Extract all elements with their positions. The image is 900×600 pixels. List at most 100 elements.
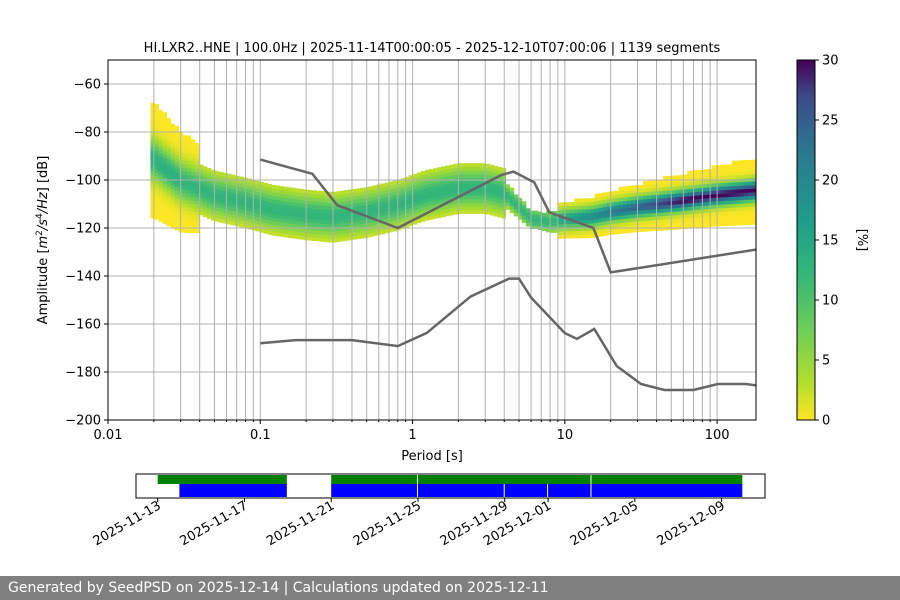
heatmap-cell [647,227,652,232]
heatmap-cell [582,201,587,206]
heatmap-cell [202,184,208,189]
heatmap-cell [227,217,232,221]
heatmap-cell [703,216,708,221]
heatmap-cell [170,148,176,153]
heatmap-column [598,193,603,237]
heatmap-cell [215,174,220,179]
heatmap-cell [671,179,676,184]
heatmap-cell [271,220,276,225]
heatmap-cell [493,183,499,188]
heatmap-cell [590,201,595,206]
heatmap-cell [614,212,620,217]
heatmap-cell [336,220,341,224]
heatmap-cell [618,208,624,213]
heatmap-column [578,198,583,239]
heatmap-cell [352,188,357,193]
heatmap-cell [215,214,220,219]
heatmap-cell [538,222,543,227]
heatmap-cell [219,215,224,220]
heatmap-cell [703,180,708,185]
heatmap-cell [202,166,208,171]
heatmap-cell [731,218,737,223]
heatmap-cell [574,227,579,232]
heatmap-cell [219,182,224,187]
heatmap-cell [211,177,216,181]
heatmap-cell [283,229,289,234]
heatmap-cell [554,225,559,230]
heatmap-cell [174,129,180,134]
heatmap-cell [651,187,656,192]
heatmap-cell [400,196,406,201]
heatmap-cell [360,223,365,228]
heatmap-cell [675,211,680,216]
heatmap-cell [182,156,188,161]
heatmap-cell [465,181,470,186]
heatmap-cell [485,199,490,204]
heatmap-cell [400,217,406,222]
heatmap-cell [174,136,180,141]
heatmap-cell [489,186,494,191]
heatmap-cell [723,196,729,201]
heatmap-cell [437,185,442,190]
heatmap-cell [497,166,503,171]
heatmap-cell [489,190,494,194]
heatmap-cell [162,126,167,131]
heatmap-cell [727,164,733,169]
heatmap-cell [489,193,494,198]
heatmap-cell [489,197,494,202]
heatmap-cell [166,164,172,169]
heatmap-cell [235,215,240,220]
heatmap-cell [578,230,583,235]
heatmap-cell [267,227,272,232]
heatmap-cell [186,160,192,165]
heatmap-cell [743,196,749,200]
heatmap-column [711,165,717,227]
heatmap-cell [711,190,717,195]
noise-model-nlnm [260,277,756,392]
heatmap-cell [408,200,414,205]
heatmap-cell [671,197,676,202]
heatmap-cell [154,114,159,119]
x-tick-label: 100 [705,428,730,443]
heatmap-cell [384,193,390,198]
heatmap-cell [529,214,535,219]
heatmap-cell [162,194,167,199]
heatmap-cell [235,204,240,209]
heatmap-column [533,210,539,229]
timeline-tick-label: 2025-12-09 [655,498,728,549]
heatmap-cell [731,207,737,212]
heatmap-column [190,139,196,234]
heatmap-cell [445,179,450,184]
heatmap-cell [174,147,180,152]
heatmap-cell [311,237,317,241]
heatmap-cell [481,166,486,171]
heatmap-cell [267,230,272,235]
heatmap-cell [299,217,305,222]
heatmap-cell [481,202,486,207]
heatmap-cell [202,187,208,192]
heatmap-cell [170,145,176,150]
heatmap-cell [424,195,430,199]
heatmap-cell [235,218,240,223]
heatmap-cell [211,216,216,221]
heatmap-cell [198,168,204,173]
heatmap-cell [170,210,176,214]
heatmap-cell [618,197,624,202]
heatmap-cell [295,206,301,211]
heatmap-cell [356,202,361,207]
heatmap-cell [663,204,668,209]
heatmap-cell [150,127,155,132]
heatmap-cell [166,182,172,187]
heatmap-column [699,169,704,228]
heatmap-cell [509,187,515,192]
heatmap-cell [239,183,244,188]
heatmap-column [731,160,737,226]
heatmap-cell [671,186,676,191]
heatmap-cell [287,190,293,195]
heatmap-column [154,104,159,220]
heatmap-cell [166,161,172,166]
heatmap-cell [578,201,583,206]
heatmap-column [194,142,200,234]
heatmap-cell [404,180,410,185]
heatmap-cell [449,175,454,180]
